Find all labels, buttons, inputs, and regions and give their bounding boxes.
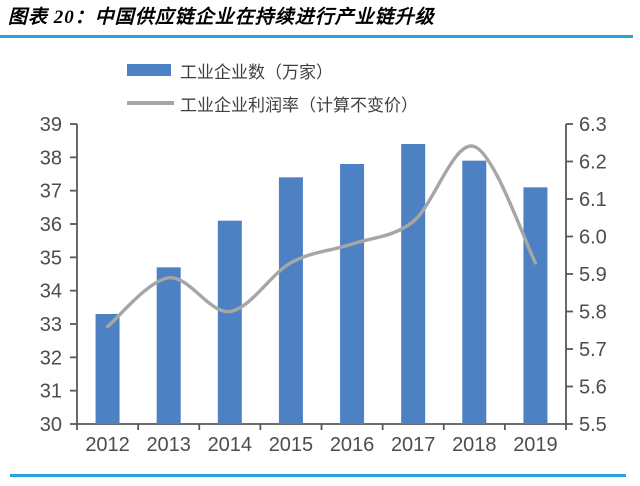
bar-2018: [462, 160, 487, 424]
profit-rate-line: [105, 144, 538, 329]
right-axis-label: 6.2: [579, 152, 607, 174]
left-axis-label: 32: [40, 347, 62, 369]
line-series-label: 工业企业利润率（计算不变价）: [180, 95, 418, 115]
right-axis-label: 5.9: [579, 264, 607, 286]
right-axis-label: 5.6: [579, 377, 607, 399]
x-axis-label: 2018: [452, 434, 497, 456]
footer-rule-line: [10, 474, 626, 477]
bar-series-label: 工业企业数（万家）: [180, 62, 333, 82]
left-axis-label: 37: [40, 181, 62, 203]
x-axis-label: 2016: [330, 434, 375, 456]
x-axis-label: 2017: [391, 434, 436, 456]
bar-2017: [401, 144, 426, 424]
axis-labels: 30 31 32 33 34 35 36 37 38 39 5.5 5.6 5.7 5.8 5.9 6.0 6.…: [40, 114, 607, 456]
x-axis-label: 2012: [85, 434, 130, 456]
right-axis-label: 6.0: [579, 227, 607, 249]
left-axis-label: 34: [40, 281, 62, 303]
title-rule-line: [0, 35, 633, 38]
right-axis-label: 5.7: [579, 339, 607, 361]
axes: [70, 123, 573, 430]
x-axis-label: 2015: [269, 434, 314, 456]
right-axis-label: 5.5: [579, 414, 607, 436]
left-axis-label: 31: [40, 381, 62, 403]
left-axis-label: 30: [40, 414, 62, 436]
bar-series-swatch: [127, 64, 171, 76]
chart-legend: 工业企业数（万家） 工业企业利润率（计算不变价）: [127, 60, 418, 126]
bar-2014: [217, 220, 242, 424]
line-series-swatch: [127, 101, 174, 105]
legend-item-line: 工业企业利润率（计算不变价）: [127, 93, 418, 115]
left-axis-label: 39: [40, 114, 62, 136]
left-axis-label: 35: [40, 247, 62, 269]
bar-2013: [156, 267, 181, 424]
legend-item-bars: 工业企业数（万家）: [127, 60, 418, 82]
bar-2019: [523, 187, 548, 424]
right-axis-label: 6.3: [579, 114, 607, 136]
left-axis-label: 36: [40, 214, 62, 236]
left-axis-label: 38: [40, 147, 62, 169]
right-axis-label: 5.8: [579, 302, 607, 324]
bar-series: [95, 144, 548, 424]
x-axis-label: 2019: [513, 434, 558, 456]
right-axis-label: 6.1: [579, 189, 607, 211]
left-axis-label: 33: [40, 314, 62, 336]
x-axis-label: 2014: [208, 434, 253, 456]
bar-2016: [340, 164, 365, 424]
bar-2012: [95, 314, 120, 424]
page-title: 图表 20：中国供应链企业在持续进行产业链升级: [8, 7, 435, 28]
bar-2015: [278, 177, 303, 424]
x-axis-label: 2013: [146, 434, 191, 456]
